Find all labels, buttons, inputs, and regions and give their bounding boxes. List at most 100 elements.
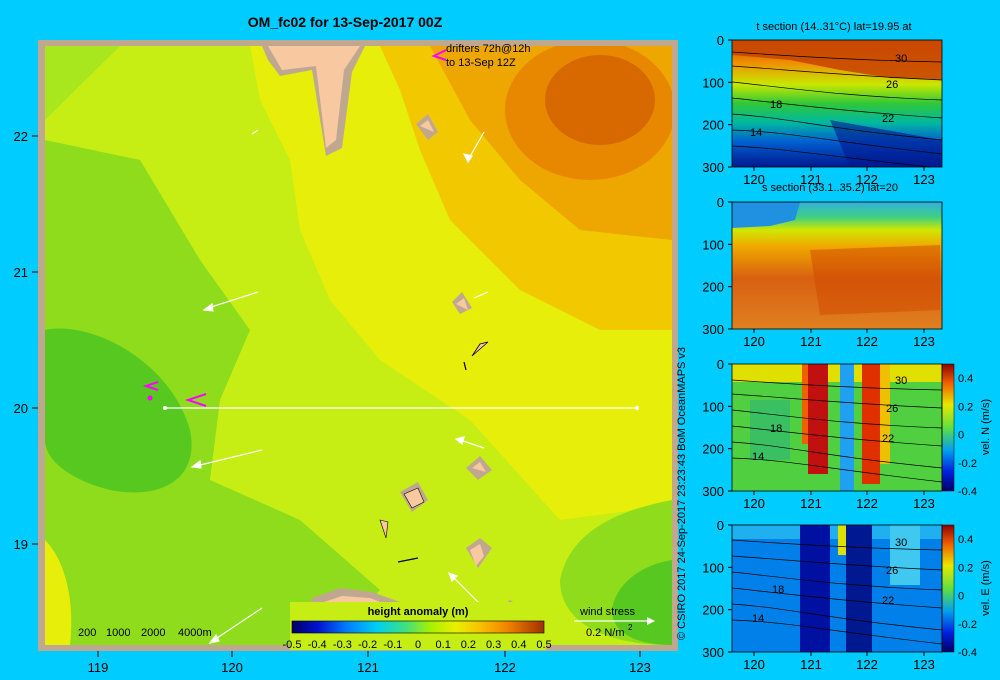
colorbar-tick-label: -0.2 <box>358 639 377 651</box>
panel-colorbar-tick-label: 0.2 <box>958 562 973 574</box>
panel-x-tick-label: 123 <box>913 172 935 187</box>
panel-3-label-22: 22 <box>882 433 894 445</box>
x-tick-label: 123 <box>629 660 651 675</box>
colorbar-tick-label: 0.5 <box>536 639 551 651</box>
chart-title: OM_fc02 for 13-Sep-2017 00Z <box>247 14 443 30</box>
colorbar-tick-label: 0.2 <box>461 639 476 651</box>
colorbar-tick-label: -0.4 <box>308 639 327 651</box>
x-axis: 119 120 121 122 123 <box>88 651 651 675</box>
y-axis: 22 21 20 19 <box>14 129 38 552</box>
panel-1-label-30: 30 <box>895 53 907 65</box>
panel-4-label-26: 26 <box>886 565 898 577</box>
panel-y-tick-label: 300 <box>702 322 724 337</box>
panel-x-tick-label: 121 <box>800 496 822 511</box>
panel-x-tick-label: 122 <box>856 334 878 349</box>
panel-x-tick-label: 122 <box>856 172 878 187</box>
panel-y-tick-label: 300 <box>702 645 724 660</box>
x-tick-label: 119 <box>88 660 109 675</box>
panel-colorbar-tick-label: 0 <box>958 591 964 603</box>
vel-n-panel <box>731 363 955 492</box>
panel-x-tick-label: 121 <box>800 334 822 349</box>
s-section-panel <box>732 202 942 329</box>
panel-y-tick-label: 200 <box>702 118 724 133</box>
vel-n-colorbar-label: vel. N (m/s) <box>980 399 992 455</box>
panel-x-tick-label: 123 <box>913 496 935 511</box>
panel-y-tick-label: 100 <box>702 237 724 252</box>
panel-1-label-14: 14 <box>750 127 762 139</box>
panel-x-tick-label: 120 <box>743 334 765 349</box>
panel-1-label-22: 22 <box>882 113 894 125</box>
wind-stress-label: wind stress <box>579 606 636 618</box>
panel-frame <box>731 524 943 653</box>
panel-colorbar-tick-label: -0.4 <box>958 486 977 498</box>
panel-3-label-26: 26 <box>886 403 898 415</box>
credit-text: © CSIRO 2017 24-Sep-2017 23:23:43 BoM Oc… <box>676 346 688 640</box>
colorbar-tick-label: -0.1 <box>383 639 402 651</box>
depth-legend-200: 200 <box>78 627 96 639</box>
panel-x-tick-label: 122 <box>856 657 878 672</box>
panel-colorbar-tick-label: 0 <box>958 430 964 442</box>
panel-x-tick-label: 121 <box>800 172 822 187</box>
panel-colorbar-tick-label: -0.2 <box>958 619 977 631</box>
colorbar-tick-label: 0.1 <box>436 639 451 651</box>
panel-y-tick-label: 200 <box>702 603 724 618</box>
wind-scale-sup: 2 <box>628 623 633 632</box>
panel-4-label-30: 30 <box>895 537 907 549</box>
panel-y-tick-label: 0 <box>717 518 724 533</box>
panel-1-label-26: 26 <box>886 79 898 91</box>
colorbar-tick-label: 0.4 <box>511 639 526 651</box>
panel-y-tick-label: 100 <box>702 560 724 575</box>
panel-2-title: s section (33.1..35.2) lat=20 <box>762 182 898 194</box>
vel-e-colorbar-label: vel. E (m/s) <box>980 560 992 616</box>
panel-y-tick-label: 0 <box>717 33 724 48</box>
panel-y-tick-label: 0 <box>717 357 724 372</box>
panel-y-tick-label: 300 <box>702 160 724 175</box>
colorbar-tick-label: 0 <box>415 639 421 651</box>
colorbar <box>291 620 545 634</box>
panel-frame <box>731 201 943 330</box>
panel-3-label-30: 30 <box>895 375 907 387</box>
y-tick-label: 21 <box>14 265 28 280</box>
panel-y-tick-label: 300 <box>702 484 724 499</box>
wind-vectors <box>190 129 489 644</box>
section-panels: t section (14..31°C) lat=19.95 at 30 26 … <box>702 21 992 672</box>
colorbar-ticks: -0.5 -0.4 -0.3 -0.2 -0.1 0 0.1 0.2 0.3 0.4 0.5 <box>283 639 552 651</box>
main-map: drifters 72h@12h to 13-Sep 12Z 200 1000 … <box>14 40 678 675</box>
panel-colorbar-tick-label: -0.4 <box>958 647 977 659</box>
colorbar-tick-label: -0.3 <box>333 639 352 651</box>
x-tick-label: 122 <box>494 660 516 675</box>
panel-colorbar-tick-label: 0.4 <box>958 373 973 385</box>
y-tick-label: 22 <box>14 129 28 144</box>
colorbar-tick-label: 0.3 <box>486 639 501 651</box>
panel-y-tick-label: 100 <box>702 399 724 414</box>
panel-colorbar-tick-label: -0.2 <box>958 458 977 470</box>
panel-colorbar-tick-label: 0.4 <box>958 534 973 546</box>
vel-e-panel <box>731 524 955 653</box>
panel-x-tick-label: 120 <box>743 657 765 672</box>
drifter-label-2: to 13-Sep 12Z <box>446 57 516 69</box>
panel-frame <box>731 363 943 492</box>
panel-y-tick-label: 0 <box>717 195 724 210</box>
drifter-tracks <box>142 49 447 407</box>
panel-x-tick-label: 120 <box>743 172 765 187</box>
panel-colorbar-tick-label: 0.2 <box>958 401 973 413</box>
x-tick-label: 120 <box>221 660 243 675</box>
x-tick-label: 121 <box>357 660 379 675</box>
panel-4-label-14: 14 <box>752 613 764 625</box>
depth-legend-4000: 4000m <box>178 627 212 639</box>
panel-1-title: t section (14..31°C) lat=19.95 at <box>756 21 911 33</box>
depth-legend-2000: 2000 <box>141 627 165 639</box>
depth-legend-1000: 1000 <box>106 627 130 639</box>
drifter-label-1: drifters 72h@12h <box>446 43 531 55</box>
panel-frame <box>731 39 943 168</box>
panel-4-label-18: 18 <box>772 584 784 596</box>
panel-x-tick-label: 123 <box>913 334 935 349</box>
y-tick-label: 19 <box>14 537 28 552</box>
panel-x-tick-label: 121 <box>800 657 822 672</box>
colorbar-tick-label: -0.5 <box>283 639 302 651</box>
panel-1-label-18: 18 <box>770 99 782 111</box>
panel-x-tick-label: 122 <box>856 496 878 511</box>
panel-3-label-14: 14 <box>752 451 764 463</box>
panel-y-tick-label: 100 <box>702 75 724 90</box>
panel-4-label-22: 22 <box>882 595 894 607</box>
